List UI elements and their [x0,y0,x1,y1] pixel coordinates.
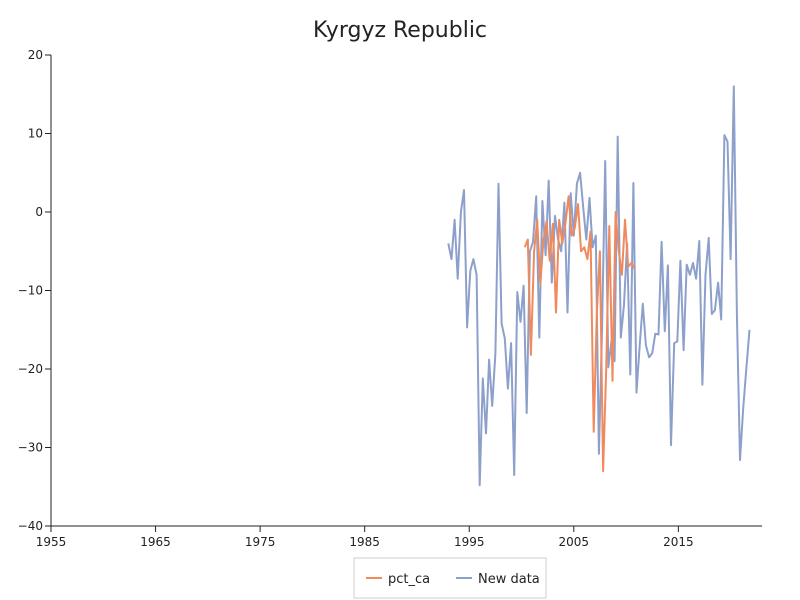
y-tick-label: −40 [18,519,43,533]
x-tick-label: 1985 [349,535,380,549]
legend-item-pct-ca[interactable]: pct_ca [366,572,430,587]
x-tick-label: 1975 [245,535,276,549]
plot-area [447,85,751,487]
y-tick-label: −20 [18,362,43,376]
legend-item-new-data[interactable]: New data [456,572,540,587]
y-tick-label: 10 [28,127,43,141]
x-tick-label: 1965 [140,535,171,549]
x-tick-label: 2005 [559,535,590,549]
series-line-pct-ca [523,195,636,473]
legend-box [353,557,547,599]
series-line-new-data [447,85,751,487]
y-tick-label: −10 [18,284,43,298]
y-tick-label: 0 [35,205,43,219]
chart-title: Kyrgyz Republic [313,18,487,43]
x-tick-label: 1995 [454,535,485,549]
legend[interactable]: pct_ca New data [353,557,547,599]
y-tick-label: 20 [28,48,43,62]
x-tick-label: 2015 [663,535,694,549]
y-tick-label: −30 [18,441,43,455]
axes: −40 −30 −20 −10 0 10 20 1955 1965 1975 1985 1995 200… [18,48,762,549]
x-tick-label: 1955 [36,535,67,549]
legend-label: pct_ca [388,572,430,587]
legend-label: New data [478,572,540,587]
